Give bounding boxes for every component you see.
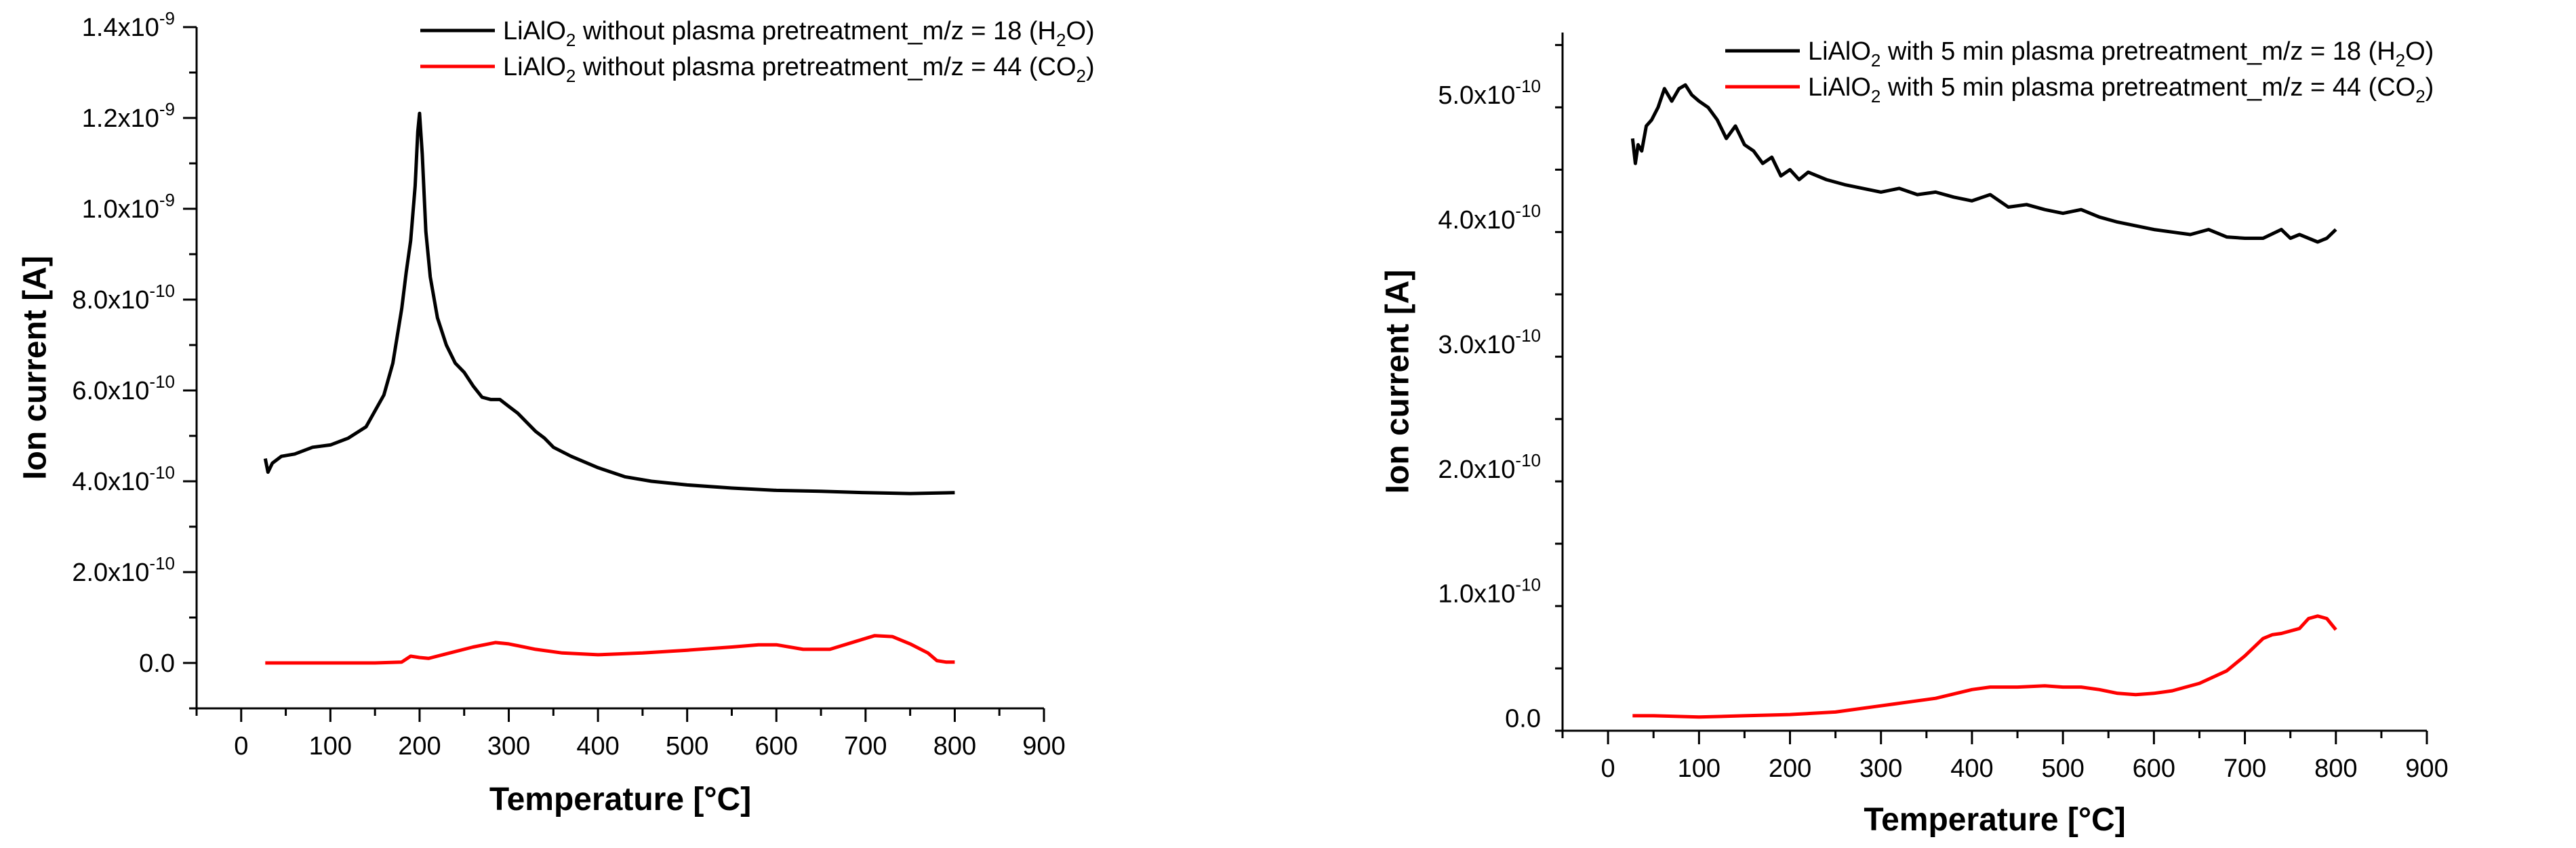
x-tick-label: 600 — [755, 732, 798, 761]
y-tick-label: 6.0x10-10 — [72, 371, 175, 405]
y-tick-label: 5.0x10-10 — [1438, 76, 1541, 110]
x-tick-label: 0 — [1601, 754, 1615, 783]
y-tick-label: 0.0 — [1505, 705, 1541, 733]
series-line-0 — [1630, 83, 2337, 244]
legend-label-1: LiAlO2 without plasma pretreatment_m/z =… — [503, 53, 1095, 86]
x-tick-label: 600 — [2133, 754, 2175, 783]
y-tick-label: 3.0x10-10 — [1438, 325, 1541, 359]
x-tick-label: 200 — [398, 732, 441, 761]
x-tick-label: 800 — [2314, 754, 2357, 783]
y-tick-label: 1.0x10-9 — [82, 190, 175, 224]
series-line-1 — [265, 634, 955, 665]
legend-label-0: LiAlO2 without plasma pretreatment_m/z =… — [503, 17, 1095, 50]
x-tick-label: 700 — [844, 732, 887, 761]
x-tick-label: 800 — [933, 732, 976, 761]
x-axis-title: Temperature [°C] — [489, 782, 751, 817]
y-axis-title: Ion current [A] — [1380, 270, 1416, 494]
series-line-1 — [1632, 614, 2337, 719]
chart-right: 0 100 200 300 400 500 600 700 800 900 0.0 1.0x10-10… — [1380, 33, 2449, 838]
series-line-0 — [263, 111, 955, 496]
legend-label-1: LiAlO2 with 5 min plasma pretreatment_m/… — [1808, 73, 2434, 106]
x-tick-label: 100 — [309, 732, 352, 761]
x-tick-label: 500 — [666, 732, 708, 761]
y-tick-label: 1.2x10-9 — [82, 99, 175, 133]
x-tick-label: 300 — [1859, 754, 1902, 783]
x-tick-label: 500 — [2041, 754, 2084, 783]
y-tick-label: 2.0x10-10 — [72, 553, 175, 587]
x-axis-title: Temperature [°C] — [1864, 802, 2125, 838]
x-tick-label: 900 — [2405, 754, 2448, 783]
y-axis-title: Ion current [A] — [18, 256, 54, 480]
y-tick-label: 8.0x10-10 — [72, 281, 175, 315]
x-tick-label: 200 — [1769, 754, 1811, 783]
x-tick-label: 300 — [487, 732, 530, 761]
chart-left: 0 100 200 300 400 500 600 700 800 900 0.0 2.0x10-10… — [18, 8, 1095, 817]
x-tick-label: 400 — [576, 732, 619, 761]
y-tick-label: 1.4x10-9 — [82, 8, 175, 42]
x-tick-label: 400 — [1950, 754, 1993, 783]
x-tick-label: 100 — [1678, 754, 1720, 783]
y-tick-label: 0.0 — [139, 649, 175, 678]
y-tick-label: 2.0x10-10 — [1438, 450, 1541, 484]
y-tick-label: 4.0x10-10 — [72, 462, 175, 496]
x-tick-label: 900 — [1022, 732, 1065, 761]
legend-label-0: LiAlO2 with 5 min plasma pretreatment_m/… — [1808, 37, 2434, 70]
x-tick-label: 0 — [234, 732, 248, 761]
x-tick-label: 700 — [2223, 754, 2266, 783]
y-tick-label: 4.0x10-10 — [1438, 201, 1541, 235]
y-tick-label: 1.0x10-10 — [1438, 575, 1541, 609]
